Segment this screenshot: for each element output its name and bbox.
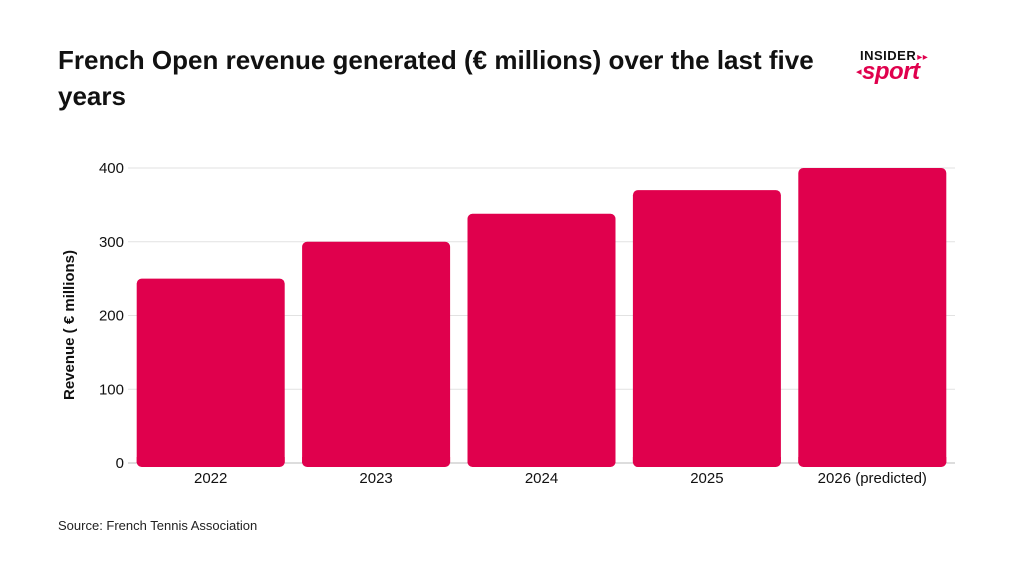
y-tick-label: 300	[99, 234, 124, 251]
logo-bottom: ◂sport	[856, 58, 920, 86]
bar-base-2026	[798, 457, 947, 463]
bar-base-2022	[136, 457, 285, 463]
source-note: Source: French Tennis Association	[58, 518, 258, 533]
x-tick-label: 2024	[525, 470, 558, 487]
bar-2022	[136, 278, 285, 467]
bar-base-2025	[632, 457, 781, 463]
y-tick-label: 0	[116, 455, 124, 472]
x-tick-label: 2023	[359, 470, 392, 487]
x-tick-label: 2025	[690, 470, 723, 487]
bar-2024	[467, 213, 616, 467]
bar-2026	[798, 168, 947, 467]
bar-base-2024	[467, 457, 616, 463]
y-tick-labels: 0 100 200 300 400	[99, 160, 124, 472]
bars	[136, 168, 947, 467]
x-tick-label: 2022	[194, 470, 227, 487]
y-tick-label: 200	[99, 308, 124, 325]
logo-arrows-icon: ▸▸	[917, 52, 929, 63]
logo-sport-text: sport	[862, 58, 920, 85]
logo-insider-text: INSIDER	[860, 48, 917, 63]
bar-2025	[632, 190, 781, 467]
bar-base-2023	[302, 457, 451, 463]
logo-top: INSIDER▸▸	[860, 48, 928, 63]
insider-sport-logo: INSIDER▸▸ ◂sport	[856, 48, 956, 88]
logo-arrow-icon: ◂	[856, 66, 862, 78]
chart-title: French Open revenue generated (€ million…	[58, 45, 814, 111]
y-tick-label: 100	[99, 381, 124, 398]
y-tick-label: 400	[99, 160, 124, 177]
x-tick-labels: 2022 2023 2024 2025 2026 (predicted)	[194, 470, 927, 487]
x-tick-label: 2026 (predicted)	[818, 470, 927, 487]
y-axis-label: Revenue ( € millions)	[61, 250, 78, 400]
bar-2023	[302, 241, 451, 467]
